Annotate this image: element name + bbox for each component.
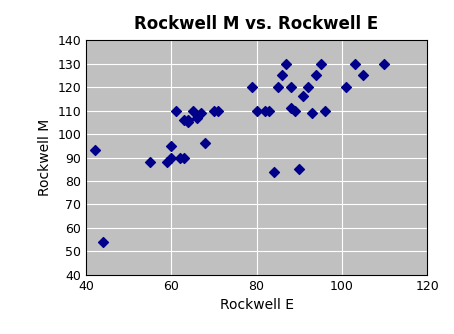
Point [193, 115, 201, 120]
Point [202, 141, 209, 146]
Point [304, 85, 311, 90]
Point [287, 106, 294, 111]
Point [274, 85, 281, 90]
Point [197, 110, 205, 116]
Point [360, 73, 367, 78]
Point [168, 143, 175, 148]
Point [283, 61, 290, 66]
Point [215, 108, 222, 113]
Point [253, 108, 260, 113]
Point [91, 148, 98, 153]
Point [291, 108, 299, 113]
Point [249, 85, 256, 90]
Point [266, 108, 273, 113]
Point [270, 169, 277, 174]
Title: Rockwell M vs. Rockwell E: Rockwell M vs. Rockwell E [134, 15, 379, 33]
Point [168, 155, 175, 160]
X-axis label: Rockwell E: Rockwell E [220, 298, 294, 312]
Point [317, 61, 324, 66]
Point [342, 85, 350, 90]
Point [351, 61, 358, 66]
Point [262, 108, 269, 113]
Point [180, 155, 188, 160]
Point [210, 108, 217, 113]
Point [308, 110, 316, 116]
Point [300, 94, 307, 99]
Point [146, 160, 153, 165]
Point [172, 108, 179, 113]
Point [189, 108, 196, 113]
Point [287, 85, 294, 90]
Point [296, 167, 303, 172]
Point [185, 120, 192, 125]
Point [313, 73, 320, 78]
Point [278, 73, 286, 78]
Y-axis label: Rockwell M: Rockwell M [38, 119, 52, 196]
Point [185, 117, 192, 123]
Point [176, 155, 183, 160]
Point [163, 160, 171, 165]
Point [321, 108, 328, 113]
Point [381, 61, 388, 66]
Point [180, 117, 188, 123]
Point [99, 239, 107, 245]
